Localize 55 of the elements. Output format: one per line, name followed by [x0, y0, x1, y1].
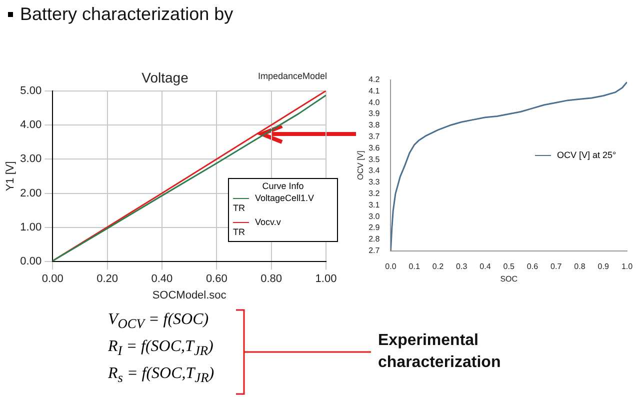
- x-axis-title: SOCModel.soc: [152, 289, 227, 302]
- x-tick-label: 1.00: [315, 273, 337, 286]
- y-tick-label: 3.5: [368, 154, 380, 164]
- x-tick-label: 0.9: [598, 262, 610, 271]
- y-tick-label: 3.8: [368, 120, 380, 130]
- annotation: TR: [233, 226, 246, 237]
- legend-label: VoltageCell1.V: [255, 192, 314, 203]
- y-tick-label: 5.00: [20, 84, 42, 97]
- y-tick-label: 3.0: [368, 212, 380, 221]
- y-tick-label: 3.2: [368, 189, 380, 198]
- x-tick-label: 0.7: [550, 262, 562, 271]
- x-axis-title: SOC: [500, 274, 518, 284]
- y-tick-label: 4.0: [368, 98, 380, 107]
- text: R$_{s}$ = f(SOC,T$_{JR}$): [108, 364, 214, 388]
- x-tick-label: 0.3: [456, 262, 468, 271]
- y-tick-label: 3.7: [368, 132, 380, 142]
- x-tick-label: 0.4: [480, 262, 492, 271]
- y-tick-label: 2.8: [368, 234, 380, 244]
- y-tick-label: 3.9: [368, 109, 380, 118]
- x-tick-label: 0.1: [408, 262, 420, 271]
- y-tick-label: 2.7: [368, 246, 380, 256]
- y-tick-label: 3.6: [368, 143, 380, 152]
- y-tick-label: 3.4: [368, 166, 380, 176]
- y-tick-label: 1.00: [20, 221, 42, 234]
- x-tick-label: 0.60: [206, 273, 228, 286]
- y-tick-label: 2.9: [368, 223, 380, 232]
- chart-title: Voltage: [142, 69, 189, 86]
- text: Battery characterization by: [20, 4, 234, 25]
- legend-label: OCV [V] at 25°: [556, 149, 616, 162]
- legend-title: Curve Info: [261, 180, 305, 191]
- x-tick-label: 0.8: [574, 262, 586, 271]
- x-tick-label: 0.2: [432, 262, 444, 271]
- x-tick-label: 1.0: [621, 262, 634, 271]
- y-tick-label: 4.00: [20, 118, 42, 131]
- y-tick-label: 4.2: [368, 75, 380, 84]
- text: V$_{OCV}$ = f(SOC): [108, 310, 210, 334]
- x-tick-label: 0.6: [526, 262, 539, 271]
- y-axis-title: OCV [V]: [356, 150, 366, 180]
- x-tick-label: 0.0: [385, 262, 397, 271]
- y-tick-label: 2.00: [20, 187, 42, 200]
- text: R$_{I}$ = f(SOC,T$_{JR}$): [108, 337, 214, 360]
- y-tick-label: 4.1: [368, 86, 380, 96]
- legend-label: Vocv.v: [255, 216, 281, 227]
- annotation: TR: [233, 202, 246, 213]
- x-tick-label: 0.00: [42, 273, 64, 286]
- x-tick-label: 0.20: [96, 273, 118, 286]
- text: ImpedanceModel: [258, 71, 328, 81]
- text: Experimental characterization: [378, 331, 502, 373]
- x-tick-label: 0.40: [151, 273, 173, 286]
- x-tick-label: 0.80: [260, 273, 282, 286]
- y-tick-label: 3.00: [20, 153, 42, 166]
- y-tick-label: 3.1: [368, 200, 380, 210]
- y-axis-title: Y1 [V]: [4, 161, 17, 192]
- y-tick-label: 3.3: [368, 178, 380, 187]
- x-tick-label: 0.5: [503, 262, 515, 271]
